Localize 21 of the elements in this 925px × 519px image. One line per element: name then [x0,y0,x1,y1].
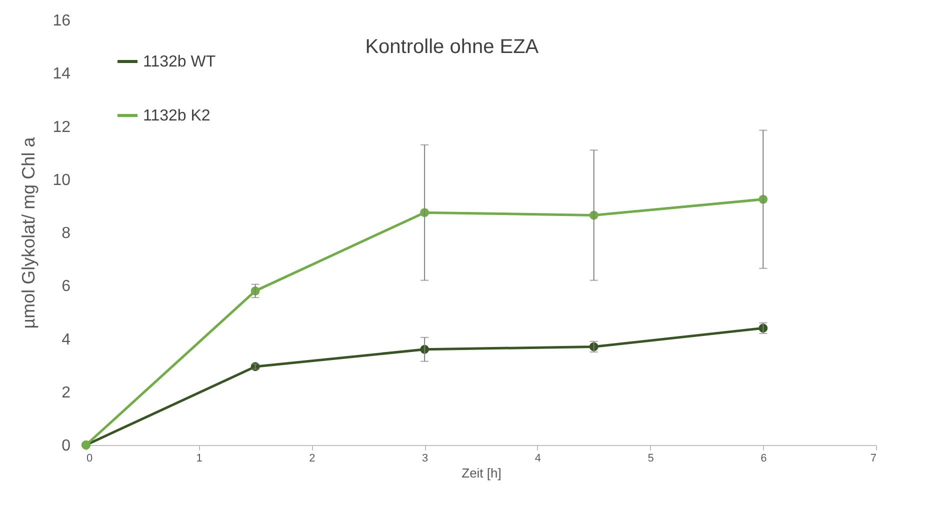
y-tick-label: 14 [52,66,71,83]
y-axis-title: µmol Glykolat/ mg Chl a [18,136,39,329]
x-tick-label: 7 [870,452,876,464]
x-tick-label: 5 [648,452,654,464]
x-tick-label: 0 [86,452,93,464]
y-tick-label: 8 [62,225,71,242]
y-tick-label: 10 [52,172,71,189]
y-tick-label: 12 [52,118,71,136]
x-tick-label: 2 [309,452,316,464]
x-tick-label: 6 [760,452,767,464]
y-tick-label: 2 [62,384,71,402]
y-tick-label: 6 [62,278,71,296]
x-tick-label: 3 [422,452,428,464]
y-tick-label: 16 [52,12,71,30]
y-tick-label: 4 [62,331,71,348]
legend-label: 1132b WT [143,54,216,70]
legend-label: 1132b K2 [143,108,210,124]
x-tick-label: 4 [534,452,541,464]
x-tick-label: 1 [196,452,202,464]
x-axis-title: Zeit [h] [462,466,502,480]
text: Kontrolle ohne EZA [365,36,540,58]
